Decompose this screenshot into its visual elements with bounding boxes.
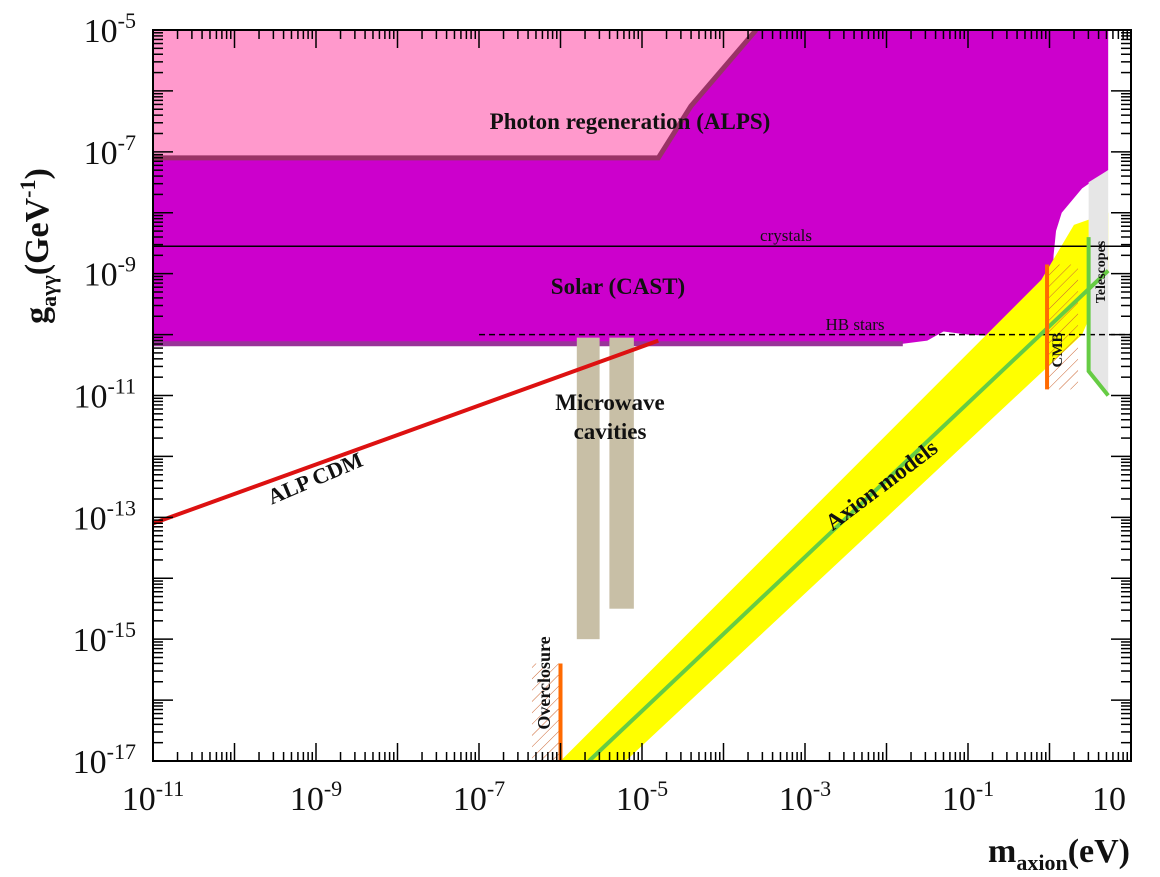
- alps-boundary: [153, 30, 758, 161]
- tick-base: 10: [73, 622, 107, 659]
- y-tick-label: 10-13: [73, 495, 136, 537]
- tick-base: 10: [73, 500, 107, 537]
- x-tick-label: 10-11: [122, 776, 185, 818]
- axis-ticks: [152, 30, 1131, 762]
- line-ksvz: [587, 269, 1110, 761]
- tick-base: 10: [84, 13, 118, 50]
- y-tick-label: 10-11: [73, 374, 136, 416]
- label-telescopes: Telescopes: [1094, 240, 1109, 303]
- label-cast: Solar (CAST): [551, 274, 685, 299]
- y-axis-title-main: g: [19, 307, 56, 324]
- region-telescopes: [1088, 170, 1109, 396]
- tick-base: 10: [122, 781, 156, 818]
- x-tick-label: 10-7: [453, 776, 505, 818]
- x-axis-title-suffix: (eV): [1068, 833, 1130, 870]
- tick-exp: -3: [813, 776, 831, 801]
- tick-exp: -13: [107, 495, 136, 520]
- tick-base: 10: [779, 781, 813, 818]
- tick-base: 10: [290, 781, 324, 818]
- cavity-band-2: [609, 337, 634, 609]
- tick-exp: -17: [107, 739, 136, 764]
- region-solar-cast: [153, 30, 1109, 344]
- tick-exp: -11: [107, 374, 136, 399]
- y-axis-title-sub: aγγ: [36, 275, 61, 307]
- region-photon-regeneration-alps: [153, 30, 757, 158]
- x-tick-label: 10: [1092, 781, 1126, 818]
- tick-base: 10: [616, 781, 650, 818]
- label-hb-stars: HB stars: [825, 315, 884, 334]
- label-cmb: CMB: [1050, 333, 1066, 368]
- x-tick-label: 10-1: [942, 776, 994, 818]
- tick-exp: -9: [324, 776, 342, 801]
- tick-base: 10: [84, 257, 118, 294]
- x-tick-label: 10-5: [616, 776, 668, 818]
- cmb-hatch: [1047, 264, 1079, 390]
- y-tick-label: 10-7: [84, 130, 136, 172]
- tick-labels: 10-11 10-9 10-7 10-5 10-3 10-1 1010-510-710-91…: [73, 8, 1126, 818]
- tick-base: 10: [84, 135, 118, 172]
- tick-base: 10: [73, 379, 107, 416]
- y-tick-label: 10-17: [73, 739, 136, 781]
- tick-exp: -1: [976, 776, 994, 801]
- tick-base: 10: [942, 781, 976, 818]
- x-axis-title-main: m: [988, 833, 1016, 870]
- cavity-layer: [576, 337, 634, 640]
- region-layer: [153, 30, 1109, 761]
- y-tick-label: 10-5: [84, 8, 136, 50]
- y-axis-title-close: ): [19, 168, 56, 179]
- x-axis-title-sub: axion: [1016, 850, 1067, 875]
- y-axis-title: gaγγ(GeV-1): [15, 168, 61, 324]
- x-tick-label: 10-9: [290, 776, 342, 818]
- tick-base: 10: [1092, 781, 1126, 818]
- label-crystals: crystals: [760, 226, 812, 245]
- line-alp-cdm: [153, 338, 659, 526]
- y-tick-label: 10-15: [73, 617, 136, 659]
- tick-exp: -11: [156, 776, 185, 801]
- tick-exp: -5: [118, 8, 136, 33]
- x-tick-label: 10-3: [779, 776, 831, 818]
- label-overclosure: Overclosure: [534, 636, 554, 729]
- tick-base: 10: [73, 744, 107, 781]
- x-axis-title: maxion(eV): [988, 833, 1130, 875]
- y-axis-title-suffix: (GeV: [19, 197, 56, 275]
- label-alps: Photon regeneration (ALPS): [490, 109, 771, 134]
- line-telescopes-edge: [1086, 237, 1110, 397]
- y-axis-title-sup: -1: [15, 179, 40, 197]
- overclosure-hatch: [531, 663, 561, 761]
- y-tick-label: 10-9: [84, 252, 136, 294]
- label-cavities-1: Microwave: [555, 390, 664, 415]
- label-cavities-2: cavities: [574, 419, 647, 444]
- tick-exp: -7: [118, 130, 136, 155]
- tick-exp: -7: [487, 776, 505, 801]
- cavity-band-1: [576, 337, 600, 640]
- tick-exp: -15: [107, 617, 136, 642]
- tick-exp: -5: [650, 776, 668, 801]
- tick-exp: -9: [118, 252, 136, 277]
- tick-base: 10: [453, 781, 487, 818]
